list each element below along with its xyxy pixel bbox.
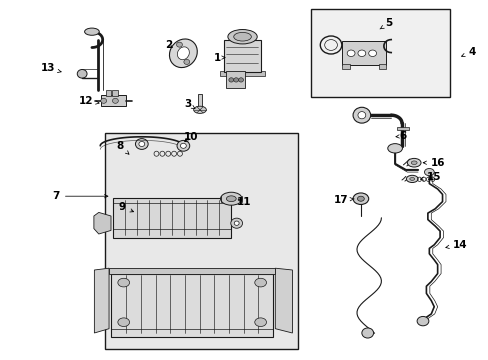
Bar [220,71,264,76]
Ellipse shape [368,50,376,57]
Ellipse shape [227,30,257,44]
Ellipse shape [352,193,368,204]
Ellipse shape [357,112,365,119]
Polygon shape [275,268,292,333]
Text: 13: 13 [41,63,61,73]
Ellipse shape [228,78,233,82]
Bar [342,41,386,65]
Ellipse shape [406,175,417,183]
Ellipse shape [84,28,99,35]
Ellipse shape [169,39,197,68]
Ellipse shape [177,47,189,60]
Text: 3: 3 [184,99,195,109]
Ellipse shape [118,278,129,287]
Ellipse shape [233,78,238,82]
Ellipse shape [234,221,239,225]
Ellipse shape [407,158,420,167]
Bar [109,268,275,274]
Ellipse shape [193,106,206,113]
Ellipse shape [112,98,118,103]
Bar [197,94,202,108]
Ellipse shape [361,328,373,338]
Text: 2: 2 [165,40,172,50]
Text: 14: 14 [445,240,466,250]
Ellipse shape [424,168,433,176]
Text: 11: 11 [237,197,251,207]
Bar [111,274,272,337]
Ellipse shape [346,50,354,57]
Ellipse shape [410,161,416,165]
Bar [226,71,244,88]
Text: 12: 12 [78,96,99,106]
Bar [112,90,118,96]
Ellipse shape [177,140,189,151]
Bar [113,198,230,238]
Text: 5: 5 [379,18,391,29]
Text: 4: 4 [461,47,475,57]
Ellipse shape [238,78,243,82]
Bar [378,64,386,69]
Text: 1: 1 [214,53,224,63]
Bar [224,40,260,72]
Ellipse shape [357,50,365,57]
Ellipse shape [118,318,129,327]
Ellipse shape [352,107,370,123]
Bar [342,64,349,69]
Ellipse shape [220,192,242,205]
Ellipse shape [254,278,266,287]
Text: 8: 8 [116,141,129,154]
Bar [105,133,298,349]
Bar [105,90,111,96]
Bar [396,127,408,130]
Ellipse shape [226,196,236,202]
Ellipse shape [254,318,266,327]
Text: 15: 15 [420,172,441,182]
Ellipse shape [357,196,364,201]
Ellipse shape [135,139,148,149]
Polygon shape [94,268,109,333]
Ellipse shape [233,32,251,41]
Ellipse shape [230,218,242,228]
Ellipse shape [416,316,428,326]
Text: 17: 17 [333,195,353,205]
Text: 7: 7 [52,191,108,201]
Text: 9: 9 [119,202,133,212]
Ellipse shape [139,141,144,147]
Bar [101,95,125,106]
Bar [310,9,449,97]
Ellipse shape [183,59,189,64]
Ellipse shape [180,143,186,148]
Ellipse shape [387,144,402,153]
Ellipse shape [409,177,414,180]
Text: 16: 16 [422,158,444,168]
Text: 6: 6 [395,131,406,141]
Ellipse shape [77,69,87,78]
Ellipse shape [176,42,182,47]
Polygon shape [94,212,111,234]
Text: 10: 10 [183,132,198,142]
Ellipse shape [101,98,106,103]
